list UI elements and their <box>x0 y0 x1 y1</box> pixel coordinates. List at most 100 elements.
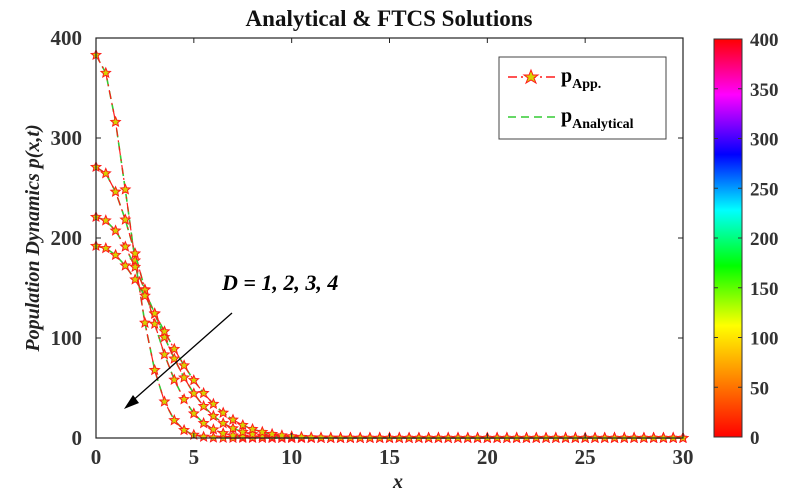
approx-point-D4 <box>324 431 337 443</box>
approx-point-D3 <box>158 330 171 343</box>
approx-point-D1 <box>119 183 132 195</box>
approx-line-D4 <box>95 245 683 439</box>
chart-title: Analytical & FTCS Solutions <box>246 6 533 31</box>
approx-point-D4 <box>109 248 122 261</box>
approx-point-D3 <box>168 352 181 364</box>
colorbar-tick-label: 100 <box>750 329 779 350</box>
approx-point-D4 <box>246 422 259 435</box>
annotation-arrow <box>129 312 233 404</box>
legend-approx-sub: App. <box>572 77 601 92</box>
approx-point-D3 <box>99 214 112 226</box>
approx-point-D2 <box>158 348 171 360</box>
legend-item-analytical: pAnalytical <box>508 105 634 132</box>
x-axis-label: x <box>392 471 403 492</box>
approx-point-D2 <box>109 185 122 197</box>
approx-point-D4 <box>148 307 161 319</box>
approx-point-D4 <box>178 359 191 371</box>
svg-text:pApp.: pApp. <box>561 65 601 92</box>
approx-point-D1 <box>99 66 112 79</box>
approx-point-D3 <box>129 260 142 273</box>
analytical-line-D3 <box>95 216 683 439</box>
approx-point-D2 <box>207 423 220 435</box>
approx-point-D4 <box>266 427 279 440</box>
approx-point-D3 <box>217 416 230 429</box>
approx-point-D3 <box>187 387 200 399</box>
legend: pApp. pAnalytical <box>498 56 667 140</box>
approx-point-D4 <box>119 259 132 271</box>
y-tick-label: 200 <box>51 226 83 250</box>
colorbar-tick-label: 300 <box>750 130 779 151</box>
approx-point-D1 <box>178 423 191 436</box>
approx-point-D3 <box>246 428 259 440</box>
approx-point-D2 <box>99 167 112 179</box>
approx-point-D3 <box>236 425 249 438</box>
approx-point-D2 <box>178 393 191 405</box>
x-tick-label: 25 <box>575 445 596 469</box>
approx-point-D1 <box>197 430 210 442</box>
approx-point-D1 <box>158 395 171 407</box>
approx-point-D3 <box>207 409 220 422</box>
y-axis: 0 100 200 300 400 <box>51 26 683 450</box>
svg-text:pAnalytical: pAnalytical <box>561 105 634 132</box>
approx-point-D2 <box>187 407 200 419</box>
approx-line-D3 <box>95 216 683 439</box>
colorbar-tick-label: 150 <box>750 279 779 300</box>
colorbar-tick-label: 250 <box>750 179 779 200</box>
approx-point-D1 <box>138 316 151 328</box>
approx-point-D4 <box>305 431 318 443</box>
approx-point-D3 <box>109 224 122 236</box>
colorbar: 0 50 100 150 200 250 300 350 400 <box>713 30 779 449</box>
approx-point-D2 <box>129 247 142 259</box>
approx-point-D3 <box>197 399 210 412</box>
approx-point-D3 <box>119 240 132 252</box>
legend-analytical-main: p <box>561 105 572 127</box>
approx-point-D4 <box>256 425 269 438</box>
approx-point-D1 <box>168 414 181 426</box>
colorbar-ticks: 0 50 100 150 200 250 300 350 400 <box>714 30 779 449</box>
y-axis-label: Population Dynamics p(x,t) <box>22 124 44 352</box>
approx-point-D1 <box>207 431 220 443</box>
x-tick-label: 0 <box>91 445 102 469</box>
approx-point-D2 <box>148 317 161 330</box>
approx-point-D1 <box>109 115 122 128</box>
approx-point-D3 <box>226 422 239 434</box>
approx-point-D2 <box>119 213 132 225</box>
x-axis: 0 5 10 15 20 25 30 <box>91 38 694 469</box>
y-tick-label: 400 <box>51 26 83 50</box>
x-tick-label: 20 <box>477 445 498 469</box>
colorbar-tick-label: 350 <box>750 80 779 101</box>
approx-point-D3 <box>178 371 191 383</box>
approx-point-D2 <box>168 373 181 385</box>
approx-point-D4 <box>315 431 328 443</box>
legend-approx-main: p <box>561 65 572 87</box>
annotation-arrowhead <box>124 395 139 409</box>
colorbar-tick-label: 200 <box>750 229 779 250</box>
legend-marker-approx <box>522 68 540 85</box>
approx-point-D4 <box>187 374 200 386</box>
analytical-line-D4 <box>95 245 683 439</box>
approx-point-D4 <box>129 273 142 285</box>
x-tick-label: 5 <box>189 445 200 469</box>
approx-point-D4 <box>197 386 210 399</box>
colorbar-tick-label: 0 <box>750 428 760 449</box>
x-tick-label: 30 <box>673 445 694 469</box>
approx-point-D1 <box>148 363 161 376</box>
legend-analytical-sub: Analytical <box>572 117 634 132</box>
y-tick-label: 0 <box>72 426 83 450</box>
x-tick-label: 15 <box>379 445 400 469</box>
approx-point-D4 <box>295 430 308 443</box>
y-tick-label: 300 <box>51 126 83 150</box>
approx-point-D4 <box>236 418 249 431</box>
colorbar-tick-label: 50 <box>750 378 769 399</box>
approx-point-D4 <box>217 406 230 418</box>
annotation-text: D = 1, 2, 3, 4 <box>221 270 338 295</box>
approx-point-D2 <box>217 426 230 439</box>
approx-point-D4 <box>226 413 239 425</box>
approx-point-D4 <box>138 289 151 301</box>
legend-box <box>498 56 667 140</box>
legend-item-approx: pApp. <box>508 65 601 92</box>
colorbar-gradient <box>713 38 743 438</box>
x-tick-label: 10 <box>281 445 302 469</box>
approx-point-D4 <box>99 241 112 254</box>
